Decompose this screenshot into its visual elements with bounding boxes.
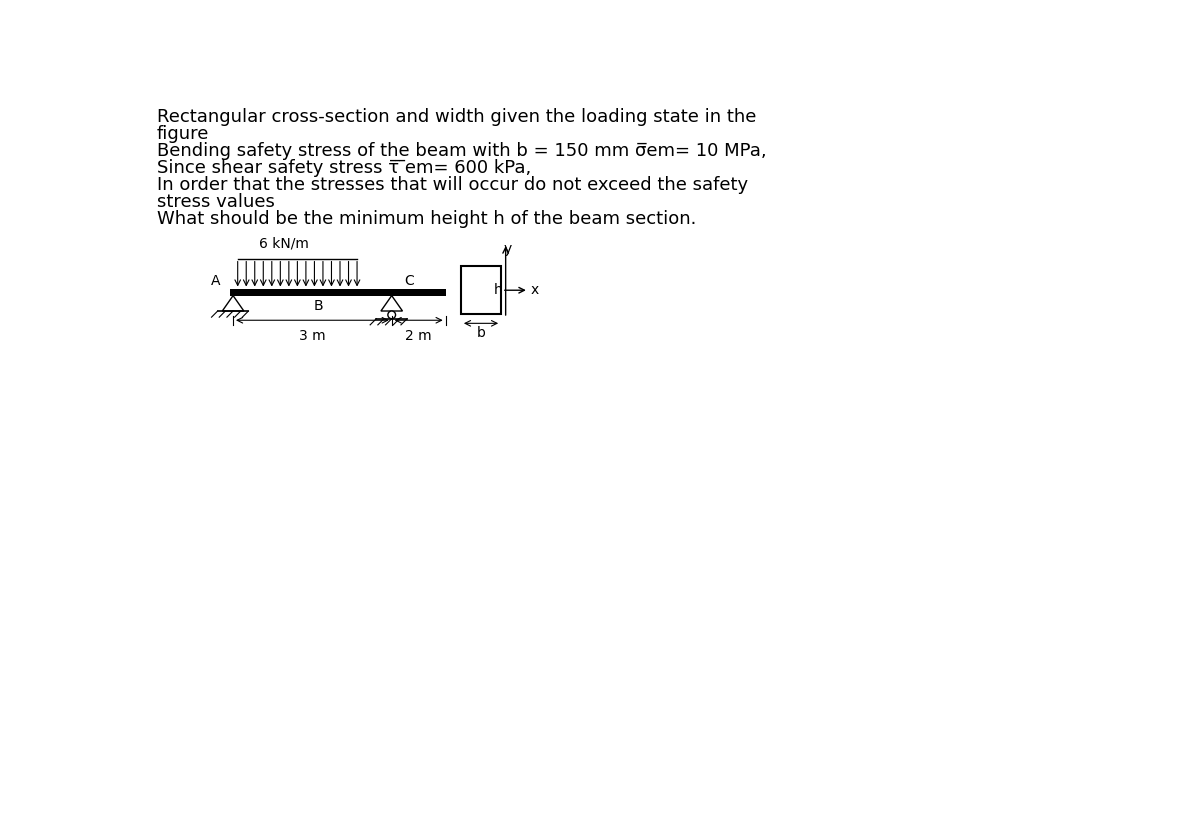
Text: 6 kN/m: 6 kN/m — [259, 237, 308, 251]
Bar — [230, 290, 445, 296]
Polygon shape — [380, 296, 402, 311]
Text: Since shear safety stress τ̅ ̅em= 600 kPa,: Since shear safety stress τ̅ ̅em= 600 kP… — [157, 160, 532, 177]
Text: B: B — [313, 299, 323, 312]
Text: 2 m: 2 m — [406, 329, 432, 344]
Text: Rectangular cross-section and width given the loading state in the: Rectangular cross-section and width give… — [157, 108, 756, 127]
Text: C: C — [404, 274, 414, 288]
Bar — [461, 266, 502, 314]
Text: Bending safety stress of the beam with b = 150 mm σ̅em= 10 MPa,: Bending safety stress of the beam with b… — [157, 142, 767, 160]
Polygon shape — [222, 296, 244, 311]
Text: A: A — [211, 274, 221, 288]
Text: y: y — [504, 242, 512, 255]
Text: stress values: stress values — [157, 193, 275, 211]
Text: In order that the stresses that will occur do not exceed the safety: In order that the stresses that will occ… — [157, 176, 748, 194]
Text: What should be the minimum height h of the beam section.: What should be the minimum height h of t… — [157, 210, 696, 228]
Text: 3 m: 3 m — [299, 329, 325, 344]
Text: b: b — [476, 326, 486, 339]
Text: h: h — [494, 283, 503, 297]
Text: figure: figure — [157, 125, 209, 144]
Text: x: x — [532, 283, 539, 297]
Circle shape — [388, 311, 396, 318]
